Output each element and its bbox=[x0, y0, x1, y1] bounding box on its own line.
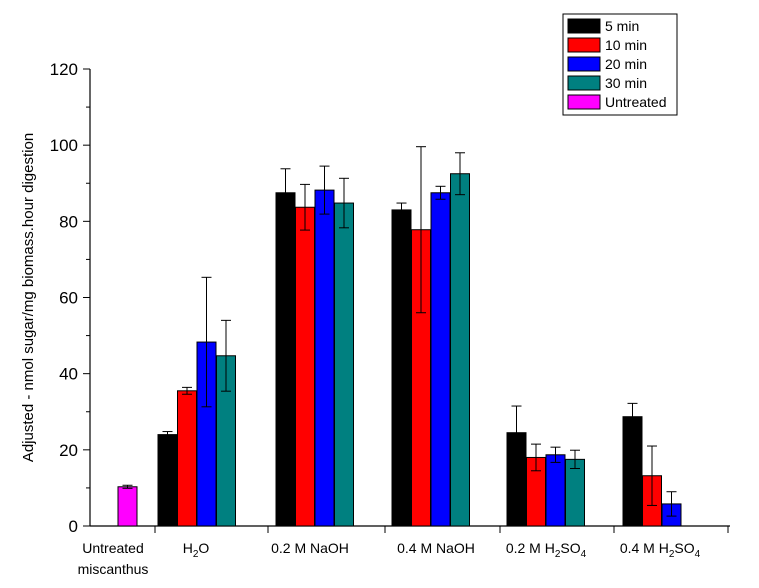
y-tick-label: 100 bbox=[50, 136, 78, 155]
bar bbox=[177, 390, 197, 527]
legend-label: Untreated bbox=[605, 94, 666, 110]
bar bbox=[314, 189, 335, 527]
bar bbox=[391, 209, 412, 527]
x-tick-label-line2: miscanthus bbox=[78, 561, 149, 577]
legend-swatch bbox=[567, 75, 601, 91]
legend-label: 5 min bbox=[605, 18, 639, 34]
bar bbox=[545, 454, 566, 527]
legend-swatch bbox=[567, 94, 601, 110]
legend-label: 10 min bbox=[605, 37, 647, 53]
y-tick-label: 0 bbox=[69, 517, 78, 536]
y-tick-label: 120 bbox=[50, 60, 78, 79]
y-tick-label: 60 bbox=[59, 289, 78, 308]
legend-swatch bbox=[567, 37, 601, 53]
y-tick-label: 80 bbox=[59, 212, 78, 231]
bar bbox=[275, 192, 296, 527]
bar bbox=[430, 192, 451, 527]
y-tick-label: 40 bbox=[59, 365, 78, 384]
bar bbox=[334, 202, 354, 527]
bar bbox=[117, 486, 138, 527]
legend-label: 30 min bbox=[605, 75, 647, 91]
x-tick-label: 0.4 M H2SO4 bbox=[620, 540, 701, 560]
x-tick-label: 0.2 M NaOH bbox=[271, 540, 349, 556]
bar bbox=[565, 458, 585, 527]
x-tick-label: Untreated bbox=[82, 540, 143, 556]
bars bbox=[117, 173, 682, 527]
error-bars bbox=[122, 146, 677, 517]
legend-label: 20 min bbox=[605, 56, 647, 72]
bar bbox=[622, 416, 643, 527]
bar bbox=[450, 173, 470, 527]
x-tick-label: 0.4 M NaOH bbox=[397, 540, 475, 556]
bar bbox=[157, 434, 178, 527]
x-tick-label: 0.2 M H2SO4 bbox=[506, 540, 587, 560]
bar bbox=[295, 206, 315, 527]
legend: 5 min 10 min 20 min 30 min Untreated bbox=[562, 13, 678, 116]
y-tick-label: 20 bbox=[59, 441, 78, 460]
legend-swatch bbox=[567, 18, 601, 34]
legend-swatch bbox=[567, 56, 601, 72]
x-tick-label: H2O bbox=[183, 540, 210, 560]
axis-labels: 0 20 40 60 80 100 120 Adjusted - nmol sugar/mg … bbox=[20, 60, 701, 577]
y-axis-label: Adjusted - nmol sugar/mg biomass.hour di… bbox=[20, 133, 37, 462]
